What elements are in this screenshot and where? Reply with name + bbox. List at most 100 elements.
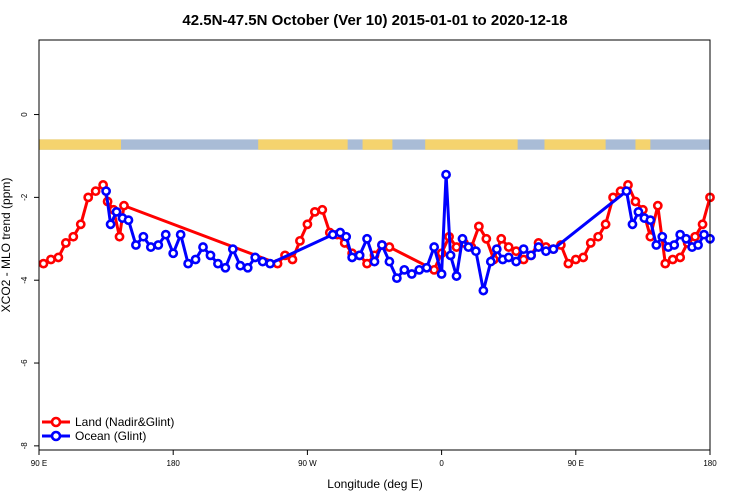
data-point xyxy=(485,256,496,267)
data-point xyxy=(369,256,380,267)
data-point xyxy=(145,242,156,252)
data-point xyxy=(533,242,544,252)
data-point xyxy=(183,258,194,269)
data-point xyxy=(138,231,149,242)
land-band xyxy=(362,139,393,150)
data-point xyxy=(101,186,111,197)
data-point xyxy=(83,192,94,203)
data-point xyxy=(38,258,49,269)
data-point xyxy=(168,248,179,259)
data-point xyxy=(190,254,201,265)
land-band xyxy=(39,139,122,150)
data-point xyxy=(205,250,216,261)
series-ocean xyxy=(101,169,715,296)
y-tick-label: -8 xyxy=(20,442,29,450)
data-point xyxy=(391,273,402,284)
data-point xyxy=(295,235,305,246)
data-point xyxy=(675,252,686,263)
plot-frame xyxy=(38,39,711,451)
data-point xyxy=(114,231,125,242)
data-point xyxy=(362,233,372,244)
data-point xyxy=(518,244,529,255)
data-point xyxy=(511,246,522,257)
data-point xyxy=(563,258,574,269)
data-point xyxy=(377,240,387,250)
data-point xyxy=(585,238,596,248)
data-point xyxy=(123,215,134,226)
land-band xyxy=(425,139,518,150)
data-point xyxy=(441,169,451,180)
data-point xyxy=(153,240,164,250)
data-point xyxy=(451,271,462,281)
series-layer xyxy=(38,169,715,296)
data-point xyxy=(511,256,522,267)
data-point xyxy=(220,262,231,273)
data-point xyxy=(470,246,481,257)
data-point xyxy=(667,254,678,265)
data-point xyxy=(384,242,395,252)
data-point xyxy=(235,260,246,271)
land-band xyxy=(544,139,606,150)
data-point xyxy=(697,219,708,230)
data-point xyxy=(481,233,492,244)
data-point xyxy=(503,252,514,263)
data-point xyxy=(457,233,468,244)
data-point xyxy=(354,250,365,261)
data-point xyxy=(362,258,372,269)
data-point xyxy=(496,233,507,244)
data-point xyxy=(693,240,703,250)
data-point xyxy=(414,264,425,275)
data-point xyxy=(451,242,462,252)
y-tick-label: -6 xyxy=(20,359,29,367)
x-tick-label: 0 xyxy=(439,459,444,468)
data-point xyxy=(600,219,611,230)
y-axis: 0 -2 -4 -6 -8 xyxy=(20,112,39,450)
data-point xyxy=(518,254,529,265)
legend-marker xyxy=(50,430,62,442)
data-point xyxy=(669,240,680,250)
land-band xyxy=(635,139,651,150)
data-point xyxy=(627,219,638,230)
data-point xyxy=(119,200,129,211)
data-point xyxy=(593,231,604,242)
land-band xyxy=(258,139,348,150)
data-point xyxy=(242,262,253,273)
data-point xyxy=(53,252,64,263)
data-point xyxy=(621,186,632,197)
data-point xyxy=(111,206,122,217)
data-point xyxy=(660,258,671,269)
x-tick-label: 180 xyxy=(703,459,717,468)
data-point xyxy=(436,269,447,279)
data-point xyxy=(317,204,328,215)
data-point xyxy=(384,256,395,267)
y-tick-label: -2 xyxy=(20,193,29,201)
data-point xyxy=(548,244,559,255)
data-point xyxy=(463,242,474,252)
data-point xyxy=(570,254,581,265)
data-point xyxy=(478,285,489,296)
data-point xyxy=(633,206,644,217)
data-point xyxy=(257,256,268,267)
data-point xyxy=(90,186,101,197)
data-point xyxy=(473,221,484,232)
data-point xyxy=(250,252,261,263)
x-axis: 90 E 180 90 W 0 90 E 180 xyxy=(31,450,717,468)
data-point xyxy=(75,219,86,230)
data-point xyxy=(68,231,79,242)
data-point xyxy=(645,215,656,226)
data-point xyxy=(652,200,663,211)
data-point xyxy=(690,231,700,242)
data-point xyxy=(541,246,551,257)
x-tick-label: 90 W xyxy=(298,459,317,468)
x-tick-label: 90 E xyxy=(31,459,47,468)
y-tick-label: -4 xyxy=(20,276,29,284)
data-point xyxy=(429,242,440,252)
data-point xyxy=(651,240,662,250)
landmask-strip xyxy=(39,139,710,150)
x-axis-label: Longitude (deg E) xyxy=(327,477,422,491)
data-point xyxy=(526,250,536,261)
legend-label: Land (Nadir&Glint) xyxy=(75,415,174,429)
data-point xyxy=(630,196,641,207)
data-point xyxy=(309,206,320,217)
legend: Land (Nadir&Glint)Ocean (Glint) xyxy=(42,415,174,443)
